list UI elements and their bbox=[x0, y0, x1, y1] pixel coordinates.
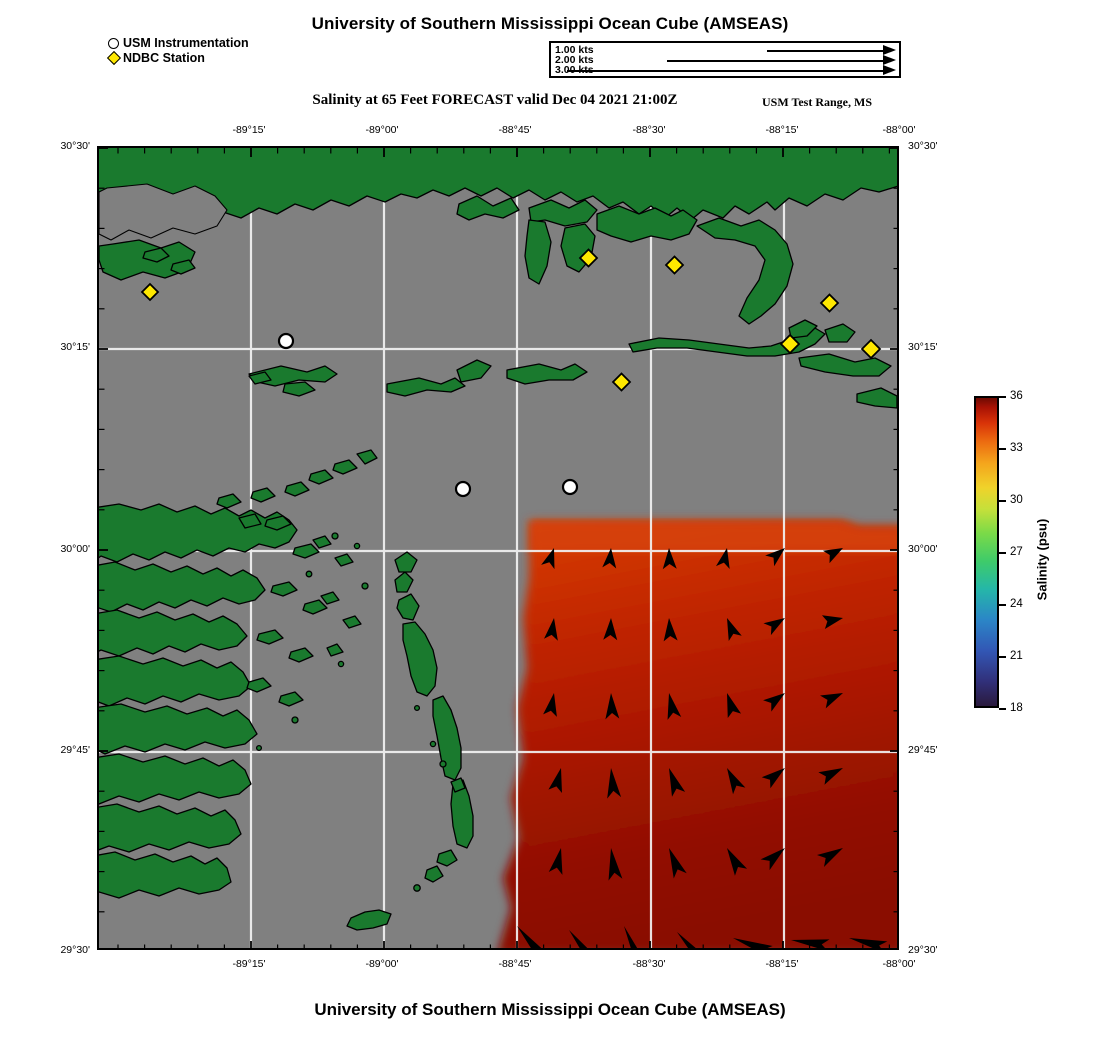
region-label: USM Test Range, MS bbox=[762, 95, 873, 109]
vector-scale-row-1: 1.00 kts bbox=[551, 44, 899, 56]
lon-tick-label-bottom: -88°45' bbox=[498, 958, 532, 970]
footer-title: University of Southern Mississippi Ocean… bbox=[314, 1000, 786, 1019]
vector-scale-legend: 1.00 kts 2.00 kts 3.00 kts bbox=[549, 41, 901, 78]
land-polygons bbox=[99, 148, 897, 931]
colorbar-tick bbox=[999, 552, 1006, 554]
ndbc-station-marker bbox=[140, 248, 882, 392]
colorbar-tick-label: 36 bbox=[1010, 390, 1023, 402]
page-title: University of Southern Mississippi Ocean… bbox=[311, 14, 789, 33]
colorbar-gradient bbox=[974, 396, 999, 708]
chart-subtitle: Salinity at 65 Feet FORECAST valid Dec 0… bbox=[312, 92, 678, 108]
vector-scale-label-3: 3.00 kts bbox=[555, 64, 594, 76]
station-markers bbox=[140, 248, 882, 498]
salinity-field bbox=[498, 520, 897, 948]
map-container[interactable] bbox=[97, 146, 899, 950]
lon-tick-label-bottom: -88°30' bbox=[632, 958, 666, 970]
legend-label-ndbc-station: NDBC Station bbox=[123, 51, 205, 65]
colorbar-tick-label: 21 bbox=[1010, 650, 1023, 662]
ship-island bbox=[386, 377, 466, 397]
lat-tick-label-right: 29°30' bbox=[908, 944, 938, 956]
lon-tick-label-top: -88°30' bbox=[632, 124, 666, 136]
lat-tick-label-left: 30°15' bbox=[60, 341, 90, 353]
colorbar-tick-label: 24 bbox=[1010, 598, 1023, 610]
current-vectors bbox=[517, 548, 888, 948]
vector-scale-row-3: 3.00 kts bbox=[551, 64, 899, 76]
cat-island bbox=[248, 365, 338, 387]
colorbar-tick bbox=[999, 448, 1006, 450]
vector-scale-shaft-1 bbox=[767, 50, 885, 52]
vector-scale-arrowhead-1 bbox=[883, 45, 896, 55]
vector-scale-label-1: 1.00 kts bbox=[555, 44, 594, 56]
station-legend: USM Instrumentation NDBC Station bbox=[106, 36, 249, 66]
dauphin-island bbox=[628, 327, 826, 357]
salinity-field-north-band bbox=[531, 522, 897, 552]
map-graphics bbox=[99, 148, 897, 948]
lat-tick-label-left: 30°00' bbox=[60, 543, 90, 555]
colorbar-tick bbox=[999, 656, 1006, 658]
colorbar-title: Salinity (psu) bbox=[1034, 518, 1050, 601]
legend-item-usm-instrumentation: USM Instrumentation bbox=[106, 36, 249, 51]
vector-scale-shaft-3 bbox=[567, 70, 885, 72]
colorbar-tick-label: 18 bbox=[1010, 702, 1023, 714]
vector-scale-arrowhead-2 bbox=[883, 55, 896, 65]
lat-tick-label-right: 30°30' bbox=[908, 140, 938, 152]
colorbar-tick bbox=[999, 500, 1006, 502]
lon-tick-label-top: -89°15' bbox=[232, 124, 266, 136]
lat-tick-label-right: 30°00' bbox=[908, 543, 938, 555]
mississippi-delta-marsh bbox=[99, 449, 378, 899]
vector-scale-shaft-2 bbox=[667, 60, 885, 62]
usm-instrumentation-marker bbox=[277, 332, 295, 350]
lon-tick-label-bottom: -88°00' bbox=[882, 958, 916, 970]
colorbar-tick-label: 30 bbox=[1010, 494, 1023, 506]
vector-scale-label-2: 2.00 kts bbox=[555, 54, 594, 66]
lon-tick-label-bottom: -89°00' bbox=[365, 958, 399, 970]
colorbar-tick-label: 33 bbox=[1010, 442, 1023, 454]
lon-tick-label-top: -88°15' bbox=[765, 124, 799, 136]
vector-scale-arrowhead-3 bbox=[883, 65, 896, 75]
lon-tick-label-top: -89°00' bbox=[365, 124, 399, 136]
lat-tick-label-left: 29°45' bbox=[60, 744, 90, 756]
diamond-marker-icon bbox=[106, 50, 123, 66]
mobile-bay-east-shore bbox=[524, 219, 552, 285]
horn-island-west bbox=[456, 359, 492, 383]
usm-instrumentation-marker bbox=[454, 480, 472, 498]
alabama-gulf-shore bbox=[696, 217, 794, 325]
legend-item-ndbc-station: NDBC Station bbox=[106, 50, 249, 66]
lat-tick-label-left: 29°30' bbox=[60, 944, 90, 956]
lat-tick-label-right: 29°45' bbox=[908, 744, 938, 756]
colorbar-tick bbox=[999, 708, 1006, 710]
lon-tick-label-bottom: -89°15' bbox=[232, 958, 266, 970]
usm-instrumentation-marker bbox=[561, 478, 579, 496]
colorbar-container: 18 21 24 27 30 33 36 Salinity (psu) bbox=[974, 390, 1094, 714]
lat-tick-label-left: 30°30' bbox=[60, 140, 90, 152]
legend-label-usm-instrumentation: USM Instrumentation bbox=[123, 36, 249, 50]
circle-marker-icon bbox=[106, 36, 123, 51]
colorbar-tick bbox=[999, 604, 1006, 606]
colorbar-tick bbox=[999, 396, 1006, 398]
lat-tick-label-right: 30°15' bbox=[908, 341, 938, 353]
vector-scale-row-2: 2.00 kts bbox=[551, 54, 899, 66]
map-plot-area[interactable] bbox=[97, 146, 899, 950]
chandeleur-islands bbox=[346, 551, 474, 931]
lon-tick-label-bottom: -88°15' bbox=[765, 958, 799, 970]
lon-tick-label-top: -88°45' bbox=[498, 124, 532, 136]
colorbar-tick-label: 27 bbox=[1010, 546, 1023, 558]
lon-tick-label-top: -88°00' bbox=[882, 124, 916, 136]
